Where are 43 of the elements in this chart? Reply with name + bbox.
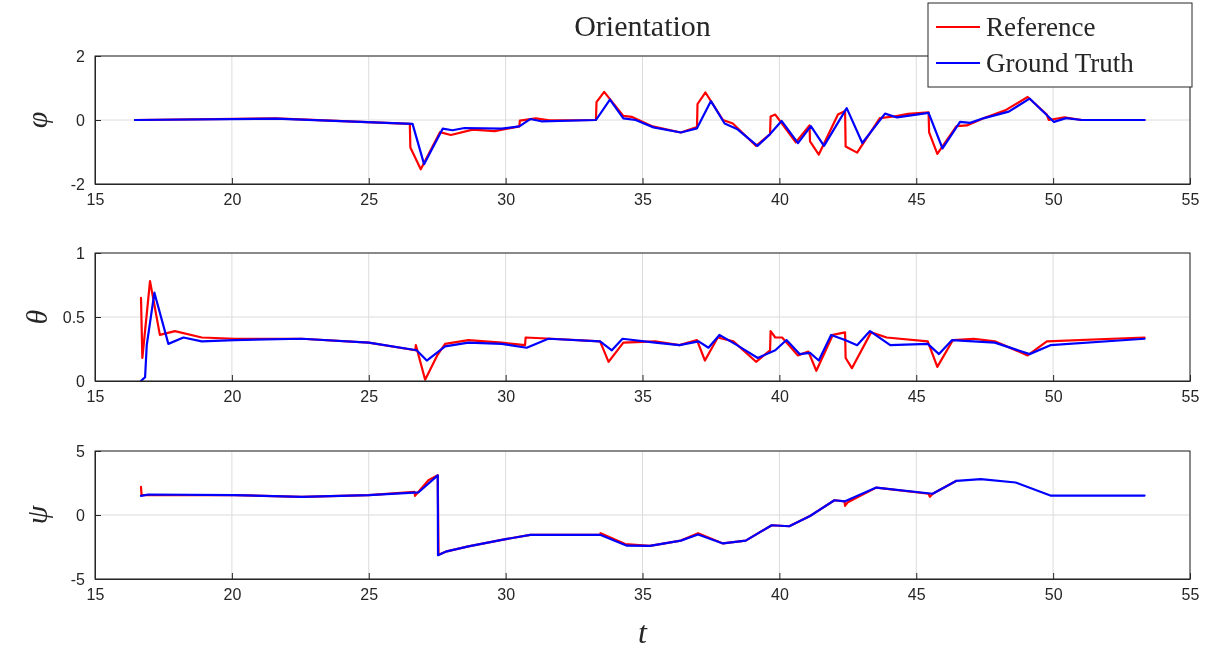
x-tick-label: 45 (907, 388, 926, 406)
x-tick-label: 20 (223, 191, 242, 209)
x-axis-title: t (638, 614, 649, 650)
y-tick-label: 0 (76, 111, 86, 129)
x-tick-label: 25 (360, 388, 379, 406)
x-tick-label: 25 (360, 191, 379, 209)
y-tick-label: 5 (76, 442, 86, 460)
y-tick-label: 0 (76, 506, 86, 524)
x-tick-label: 25 (360, 586, 379, 604)
legend-label: Reference (986, 12, 1096, 42)
x-tick-label: 30 (497, 388, 516, 406)
x-tick-label: 45 (907, 191, 926, 209)
x-tick-label: 35 (634, 586, 652, 604)
x-tick-label: 55 (1181, 586, 1200, 604)
x-tick-label: 45 (907, 586, 926, 604)
y-tick-label: -2 (70, 175, 86, 193)
x-tick-label: 40 (770, 191, 789, 209)
y-tick-label: 2 (76, 47, 86, 65)
y-axis-title: θ (20, 309, 53, 325)
x-tick-label: 50 (1044, 191, 1063, 209)
x-tick-label: 50 (1044, 388, 1063, 406)
y-axis-title: φ (20, 111, 53, 129)
y-tick-label: 1 (76, 244, 86, 262)
x-tick-label: 55 (1181, 191, 1200, 209)
y-tick-label: 0 (76, 372, 86, 390)
x-tick-label: 40 (770, 388, 789, 406)
x-tick-label: 20 (223, 388, 242, 406)
y-axis-title: ψ (20, 504, 53, 525)
y-tick-label: -5 (70, 570, 86, 588)
x-tick-label: 15 (86, 586, 105, 604)
x-tick-label: 55 (1181, 388, 1200, 406)
x-tick-label: 15 (86, 388, 105, 406)
x-tick-label: 50 (1044, 586, 1063, 604)
x-tick-label: 35 (634, 388, 652, 406)
x-tick-label: 30 (497, 191, 516, 209)
chart-title: Orientation (574, 9, 711, 42)
y-tick-label: 0.5 (62, 308, 86, 326)
x-tick-label: 15 (86, 191, 105, 209)
x-tick-label: 35 (634, 191, 652, 209)
x-tick-label: 30 (497, 586, 516, 604)
x-tick-label: 40 (770, 586, 789, 604)
legend-label: Ground Truth (986, 48, 1135, 78)
x-tick-label: 20 (223, 586, 242, 604)
